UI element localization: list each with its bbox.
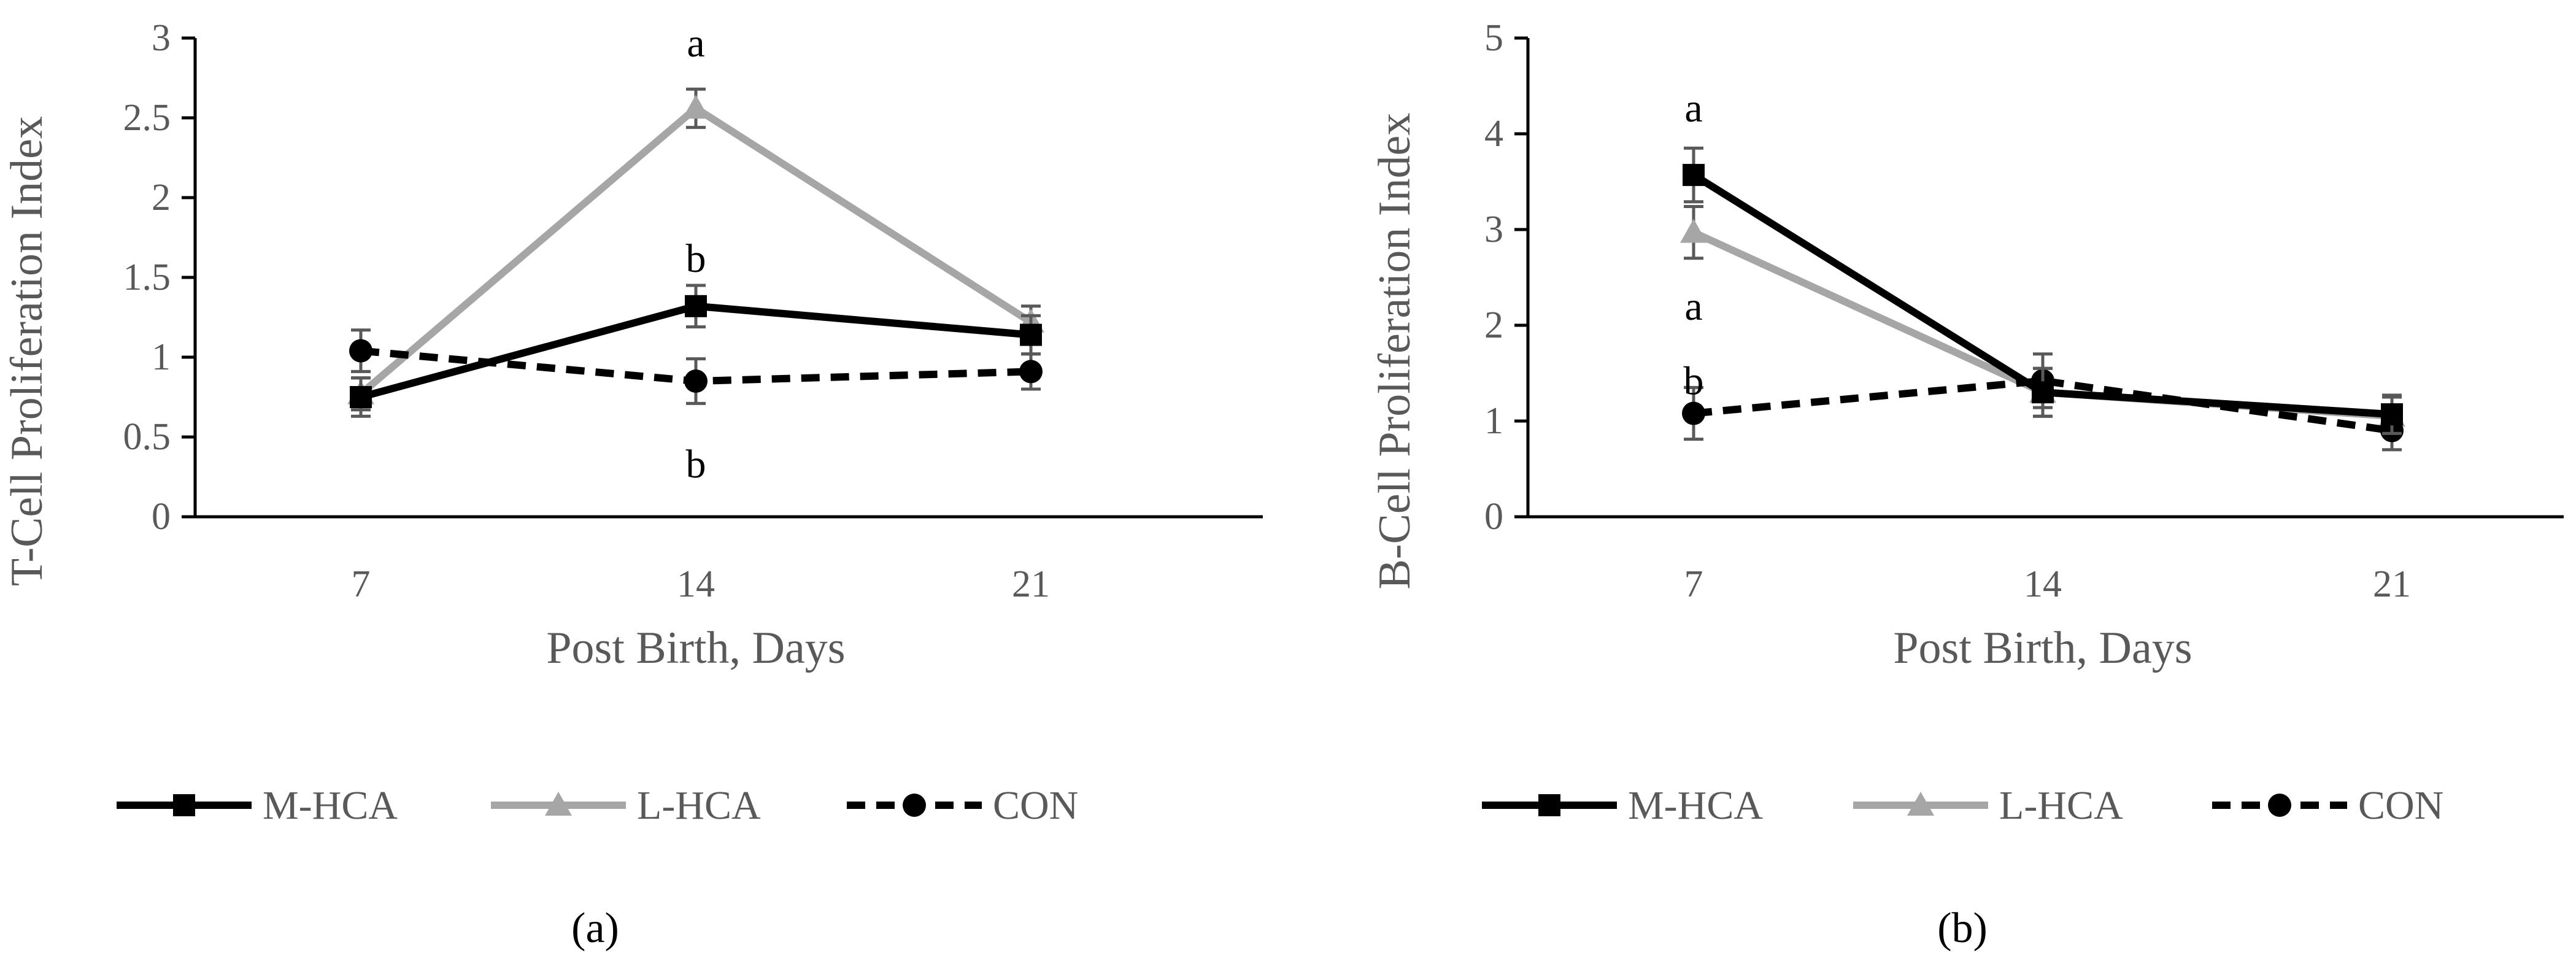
y-tick-label: 4 [1484,113,1503,155]
legend-marker [903,794,926,817]
y-axis-label: T-Cell Proliferation Index [2,116,52,586]
y-tick-label: 3 [152,17,171,59]
data-point [1019,360,1043,384]
legend-label-con: CON [2358,783,2443,828]
significance-letter: a [1684,86,1702,131]
x-tick-label: 21 [1012,563,1050,605]
legend-label-m-hca: M-HCA [1628,783,1763,828]
data-point [349,339,372,363]
panel-label: (b) [1937,905,1988,952]
legend-marker [173,794,195,816]
data-point [350,386,372,408]
y-tick-label: 1 [152,336,171,378]
y-axis-label: B-Cell Proliferation Index [1370,113,1420,590]
data-point [1680,218,1707,243]
legend: M-HCA L-HCA CON [117,783,1078,828]
x-tick-label: 21 [2373,563,2411,605]
significance-letter: b [1684,358,1704,403]
significance-letter: a [1684,284,1702,329]
x-tick-label: 14 [677,563,715,605]
significance-letter: b [686,442,706,487]
y-tick-label: 3 [1484,209,1503,250]
series-m-hca [1683,146,2403,435]
legend-marker [2268,794,2291,817]
legend-marker [1907,792,1934,816]
legend-label-m-hca: M-HCA [263,783,398,828]
significance-letter: b [686,236,706,281]
x-axis-label: Post Birth, Days [1893,623,2192,673]
legend-label-con: CON [993,783,1078,828]
data-point [2032,381,2054,404]
data-point [684,369,708,393]
y-tick-label: 2 [1484,304,1503,346]
y-tick-label: 1.5 [123,257,171,298]
data-point [685,295,707,317]
legend: M-HCA L-HCA CON [1482,783,2443,828]
y-tick-label: 2 [152,177,171,218]
chart-panel-a: 0 0.5 1 1.5 2 2.5 3 7 14 21 T-Cell Proliferation I… [2,17,1263,952]
x-axis-label: Post Birth, Days [546,623,845,673]
x-tick-label: 7 [352,563,371,605]
legend-marker [1538,794,1560,816]
x-tick-label: 7 [1684,563,1703,605]
series-m-hca [350,284,1042,418]
data-point [1682,401,1705,425]
data-point [682,95,709,119]
y-tick-label: 0 [1484,496,1503,538]
legend-label-l-hca: L-HCA [1999,783,2123,828]
legend-label-l-hca: L-HCA [637,783,761,828]
chart-panel-b: 0 1 2 3 4 5 7 14 21 B-Cell Proliferation Index Pos… [1370,17,2564,952]
data-point [2381,403,2403,426]
y-tick-label: 2.5 [123,97,171,139]
series-con [349,328,1043,405]
y-tick-label: 0.5 [123,416,171,458]
y-tick-label: 5 [1484,17,1503,59]
legend-marker [545,792,572,816]
x-tick-label: 14 [2024,563,2062,605]
y-tick-label: 0 [152,496,171,538]
panel-label: (a) [571,905,619,952]
y-tick-label: 1 [1484,400,1503,442]
data-point [1683,164,1705,187]
significance-letter: a [687,21,704,66]
data-point [1020,323,1042,346]
